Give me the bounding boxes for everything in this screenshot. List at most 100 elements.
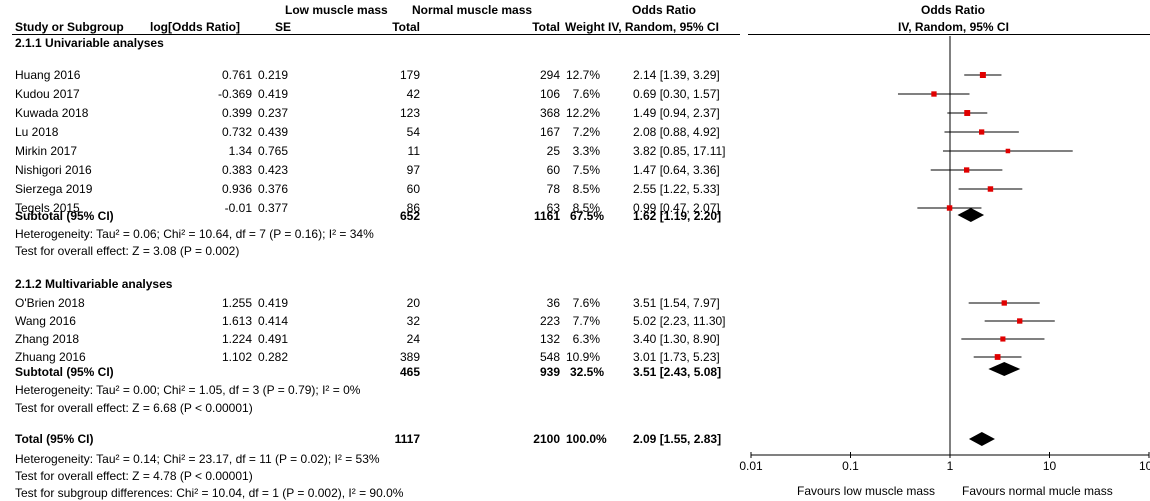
study-name: Zhang 2018 xyxy=(15,332,80,346)
study-ci: 3.82 [0.85, 17.11] xyxy=(633,144,726,158)
plot-header: Odds Ratio xyxy=(921,3,986,17)
study-se: 0.376 xyxy=(258,182,289,196)
col-weight: Weight xyxy=(565,20,605,34)
col-logor: log[Odds Ratio] xyxy=(150,20,240,34)
subtotal-weight: 67.5% xyxy=(570,209,605,223)
col-total2: Total xyxy=(532,20,560,34)
study-name: Mirkin 2017 xyxy=(15,144,78,158)
study-logor: 1.255 xyxy=(221,296,252,310)
study-weight: 8.5% xyxy=(572,182,600,196)
study-name: Tegels 2015 xyxy=(15,201,80,215)
subgroup2-title: 2.1.2 Multivariable analyses xyxy=(15,277,173,291)
study-total1: 389 xyxy=(399,350,420,364)
study-ci: 1.49 [0.94, 2.37] xyxy=(633,106,720,120)
study-ci: 5.02 [2.23, 11.30] xyxy=(633,314,726,328)
study-total1: 11 xyxy=(407,144,420,158)
subtotal-ci: 1.62 [1.19, 2.20] xyxy=(633,209,722,223)
study-se: 0.439 xyxy=(258,125,289,139)
study-se: 0.377 xyxy=(258,201,289,215)
study-logor: -0.369 xyxy=(217,87,252,101)
study-ci: 0.69 [0.30, 1.57] xyxy=(633,87,720,101)
study-square xyxy=(964,110,971,116)
study-se: 0.765 xyxy=(258,144,289,158)
subtotal-label: Subtotal (95% CI) xyxy=(15,209,114,223)
study-ci: 0.99 [0.47, 2.07] xyxy=(633,201,720,215)
study-total1: 54 xyxy=(406,125,420,139)
study-ci: 3.01 [1.73, 5.23] xyxy=(633,350,720,364)
subtotal-ci: 3.51 [2.43, 5.08] xyxy=(633,365,722,379)
study-name: Sierzega 2019 xyxy=(15,182,93,196)
study-total1: 20 xyxy=(406,296,420,310)
study-se: 0.219 xyxy=(258,68,289,82)
study-logor: 0.399 xyxy=(221,106,252,120)
study-ci: 2.08 [0.88, 4.92] xyxy=(633,125,720,139)
pooled-diamond xyxy=(957,208,985,222)
study-total1: 42 xyxy=(406,87,420,101)
subtotal-total1: 652 xyxy=(399,209,420,223)
study-se: 0.419 xyxy=(258,296,289,310)
study-total2: 60 xyxy=(546,163,560,177)
study-ci: 3.51 [1.54, 7.97] xyxy=(633,296,720,310)
study-total2: 63 xyxy=(546,201,560,215)
study-se: 0.237 xyxy=(258,106,289,120)
subtotal-total2: 939 xyxy=(539,365,560,379)
study-square xyxy=(946,205,953,211)
study-ci: 3.40 [1.30, 8.90] xyxy=(633,332,720,346)
col-ci: IV, Random, 95% CI xyxy=(608,20,719,34)
study-square xyxy=(1000,336,1006,342)
study-square xyxy=(963,167,970,173)
study-se: 0.282 xyxy=(258,350,289,364)
subgroup2-heterogeneity: Heterogeneity: Tau² = 0.00; Chi² = 1.05,… xyxy=(15,383,361,397)
header-rule-right xyxy=(748,34,1150,35)
total-weight: 100.0% xyxy=(566,432,607,446)
study-square xyxy=(994,354,1001,360)
or-header: Odds Ratio xyxy=(632,3,697,17)
study-square xyxy=(1001,300,1007,306)
total-t2: 2100 xyxy=(533,432,560,446)
study-total2: 106 xyxy=(539,87,560,101)
study-square xyxy=(979,129,985,135)
subtotal-weight: 32.5% xyxy=(570,365,605,379)
total-label: Total (95% CI) xyxy=(15,432,94,446)
study-name: Kudou 2017 xyxy=(15,87,80,101)
subgroup1-title: 2.1.1 Univariable analyses xyxy=(15,36,164,50)
x-tick-label: 10 xyxy=(1042,459,1057,473)
x-tick-label: 100 xyxy=(1138,459,1150,473)
study-logor: 0.761 xyxy=(221,68,252,82)
col-se: SE xyxy=(275,20,292,34)
subtotal-label: Subtotal (95% CI) xyxy=(15,365,114,379)
study-weight: 7.5% xyxy=(572,163,600,177)
study-weight: 3.3% xyxy=(572,144,600,158)
study-square xyxy=(931,91,937,97)
study-ci: 1.47 [0.64, 3.36] xyxy=(633,163,720,177)
study-square xyxy=(1017,318,1023,324)
study-weight: 6.3% xyxy=(572,332,600,346)
col-total1: Total xyxy=(392,20,420,34)
study-total1: 60 xyxy=(406,182,420,196)
subgroup2-test: Test for overall effect: Z = 6.68 (P < 0… xyxy=(15,401,253,415)
subtotal-total2: 1161 xyxy=(533,209,560,223)
plot-ci-header: IV, Random, 95% CI xyxy=(898,20,1009,34)
study-se: 0.491 xyxy=(258,332,289,346)
subgroup-differences-test: Test for subgroup differences: Chi² = 10… xyxy=(15,486,404,500)
study-ci: 2.14 [1.39, 3.29] xyxy=(633,68,720,82)
study-total2: 294 xyxy=(539,68,560,82)
study-logor: 0.936 xyxy=(221,182,252,196)
study-logor: 1.34 xyxy=(228,144,252,158)
study-weight: 7.2% xyxy=(572,125,600,139)
pooled-diamond xyxy=(968,432,995,446)
study-weight: 8.5% xyxy=(572,201,600,215)
study-name: Kuwada 2018 xyxy=(15,106,89,120)
total-ci: 2.09 [1.55, 2.83] xyxy=(633,432,722,446)
study-logor: 0.383 xyxy=(221,163,252,177)
total-test: Test for overall effect: Z = 4.78 (P < 0… xyxy=(15,469,253,483)
study-square xyxy=(1005,148,1011,154)
study-total2: 223 xyxy=(539,314,560,328)
study-weight: 12.7% xyxy=(565,68,600,82)
study-total2: 25 xyxy=(546,144,560,158)
header-rule-left xyxy=(12,34,740,35)
subgroup1-heterogeneity: Heterogeneity: Tau² = 0.06; Chi² = 10.64… xyxy=(15,227,374,241)
study-se: 0.419 xyxy=(258,87,289,101)
study-square xyxy=(987,186,994,192)
total-t1: 1117 xyxy=(394,432,420,446)
